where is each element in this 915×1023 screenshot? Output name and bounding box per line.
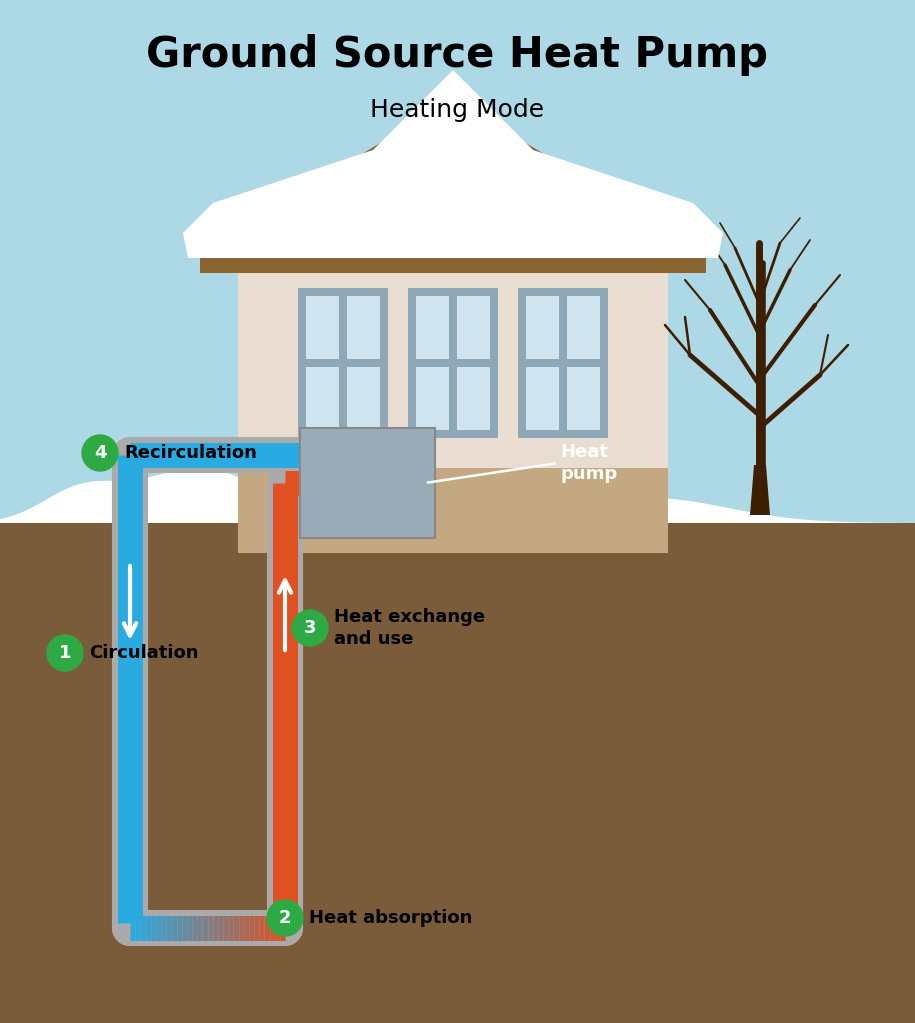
Bar xyxy=(526,296,600,430)
Bar xyxy=(408,288,498,438)
Bar xyxy=(200,255,706,273)
Text: Heating Mode: Heating Mode xyxy=(371,98,544,122)
Circle shape xyxy=(82,435,118,471)
Text: 1: 1 xyxy=(59,644,71,662)
Text: 3: 3 xyxy=(304,619,317,637)
Bar xyxy=(300,428,435,538)
Text: 2: 2 xyxy=(279,909,291,927)
Circle shape xyxy=(47,635,83,671)
Text: Heat exchange
and use: Heat exchange and use xyxy=(334,608,485,649)
Bar xyxy=(416,296,490,430)
Polygon shape xyxy=(183,70,723,258)
Text: Ground Source Heat Pump: Ground Source Heat Pump xyxy=(146,34,769,76)
Bar xyxy=(306,296,380,430)
Polygon shape xyxy=(208,115,698,263)
Text: Heat absorption: Heat absorption xyxy=(309,909,472,927)
Text: 4: 4 xyxy=(93,444,106,462)
Circle shape xyxy=(267,900,303,936)
Text: Circulation: Circulation xyxy=(89,644,199,662)
Bar xyxy=(0,0,915,523)
Bar xyxy=(408,359,498,367)
Bar xyxy=(0,523,915,1023)
Circle shape xyxy=(292,610,328,646)
Bar xyxy=(518,288,608,438)
Bar xyxy=(339,288,347,438)
Bar xyxy=(298,359,388,367)
Polygon shape xyxy=(0,468,915,523)
Bar xyxy=(298,288,388,438)
Text: Recirculation: Recirculation xyxy=(124,444,257,462)
Text: Heat
pump: Heat pump xyxy=(560,443,618,483)
Bar xyxy=(238,468,668,553)
Polygon shape xyxy=(750,465,770,515)
Bar xyxy=(518,359,608,367)
Bar xyxy=(238,263,668,468)
Bar xyxy=(559,288,567,438)
Bar xyxy=(449,288,457,438)
